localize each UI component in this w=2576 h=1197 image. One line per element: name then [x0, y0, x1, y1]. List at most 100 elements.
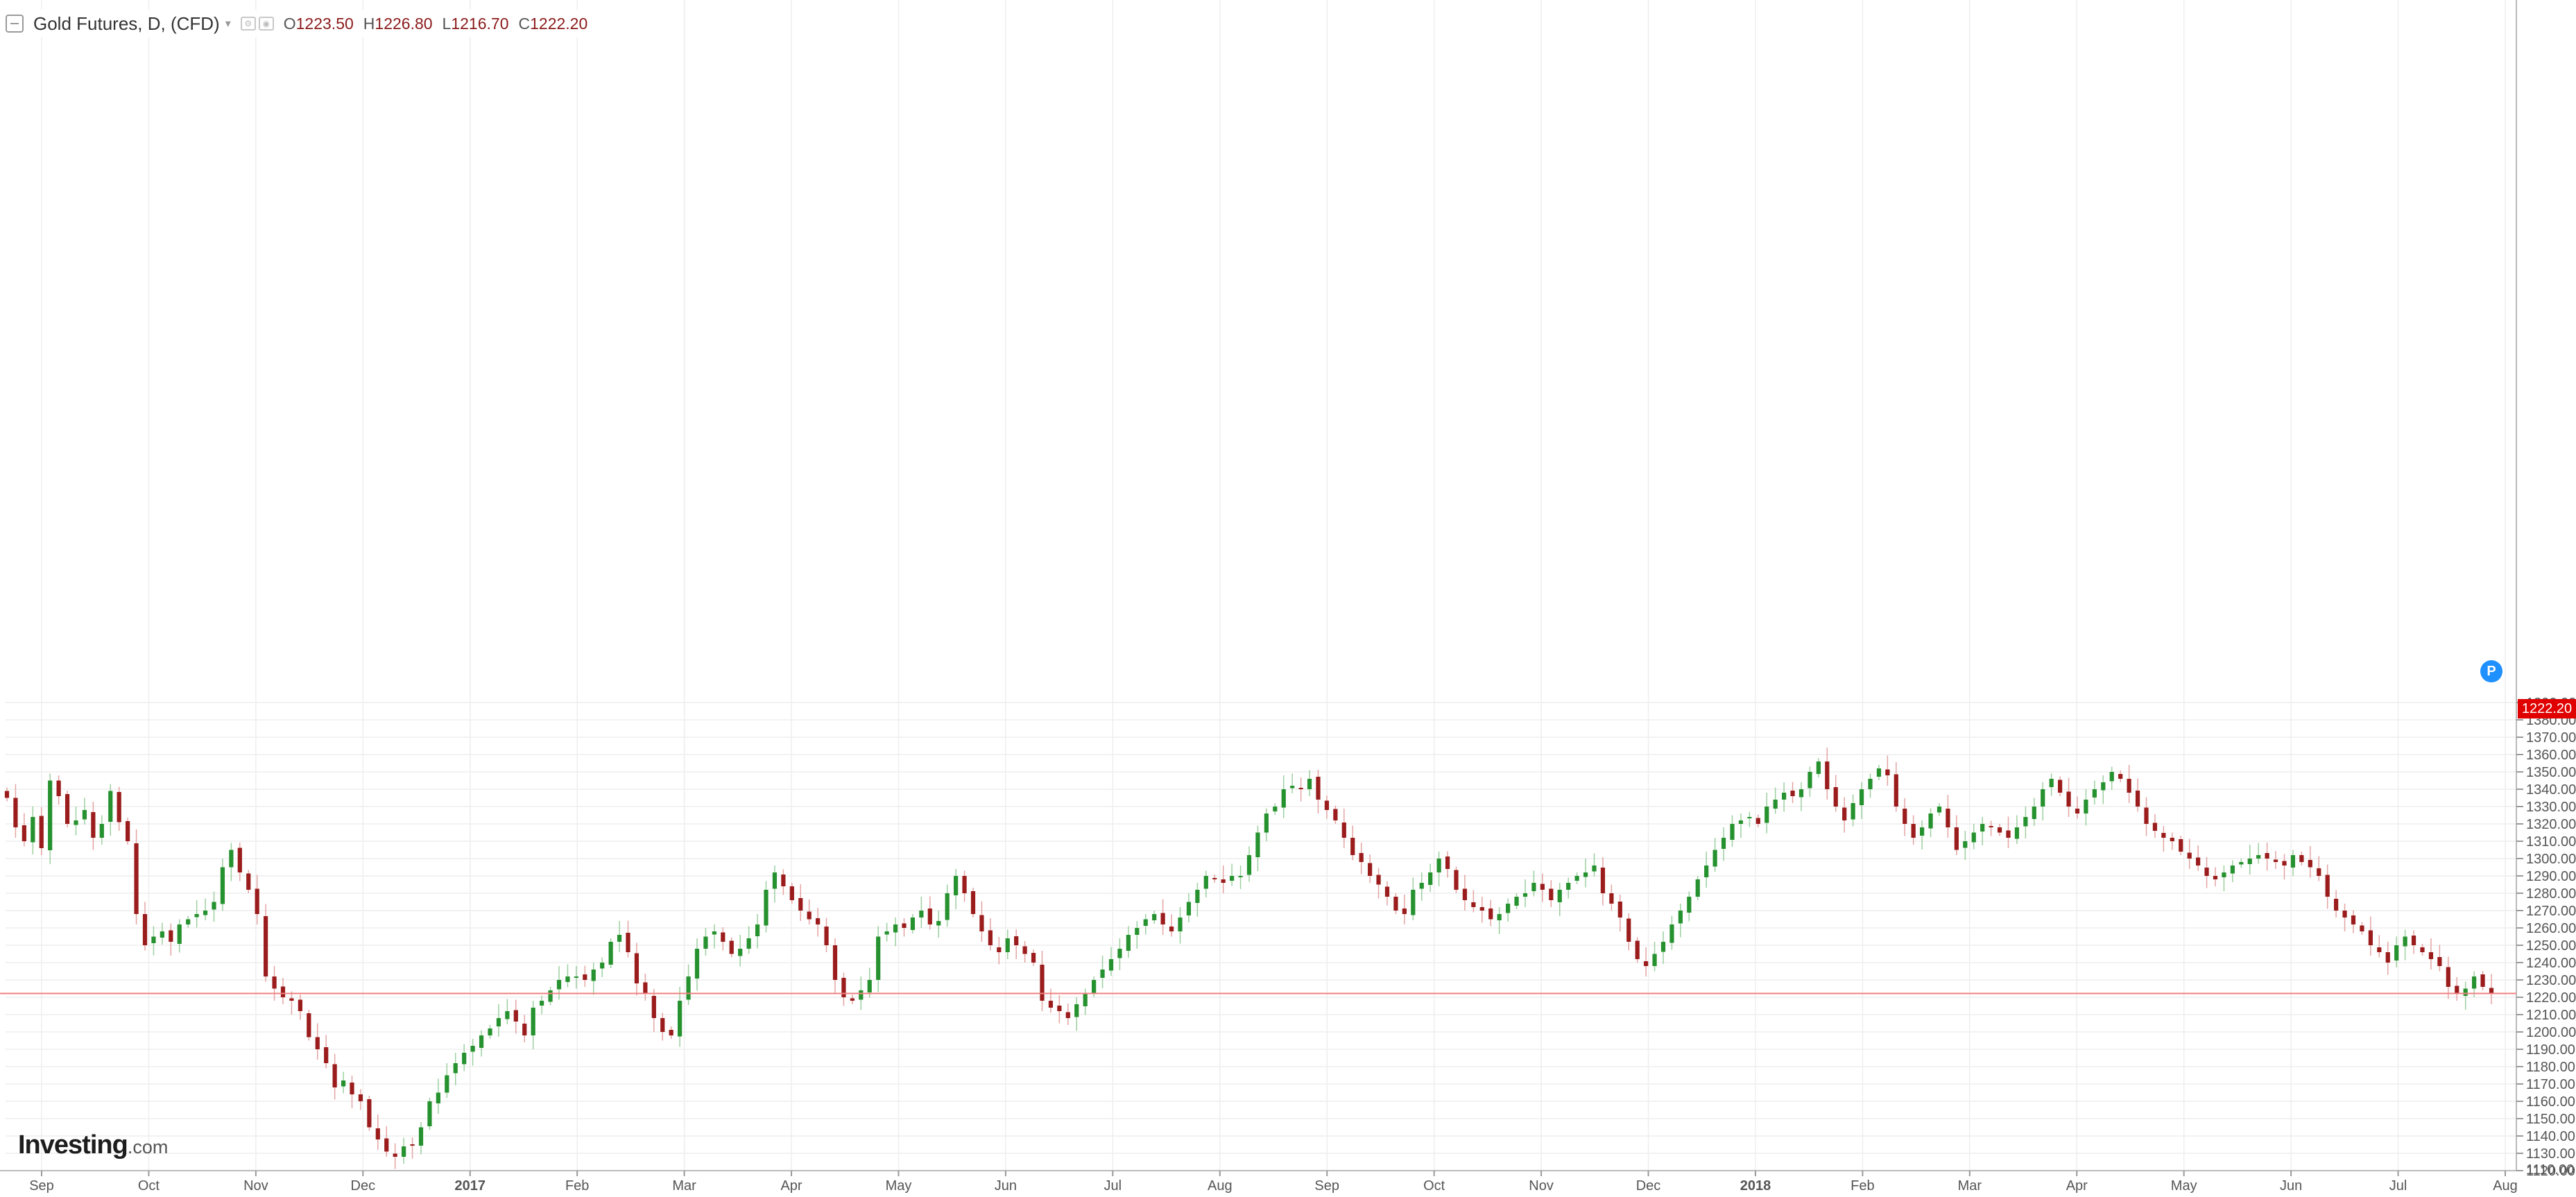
candle-body	[1876, 768, 1882, 777]
candle-body	[694, 949, 700, 979]
candle-body	[22, 825, 26, 841]
settings-icon[interactable]: ⚙	[240, 17, 256, 31]
x-tick-label: Jun	[2280, 1178, 2302, 1194]
candle-body	[1057, 1006, 1062, 1011]
candle-body	[1281, 789, 1286, 808]
candle-body	[1808, 772, 1812, 789]
candle-body	[1152, 914, 1157, 920]
x-tick-label: 2018	[1740, 1178, 1771, 1194]
candle-body	[212, 902, 216, 910]
candle-body	[1514, 897, 1519, 906]
candle-body	[126, 821, 130, 841]
candle-body	[280, 986, 286, 997]
candle-body	[850, 998, 855, 1001]
x-tick-label: Jul	[1104, 1178, 1122, 1194]
candle-body	[583, 974, 587, 980]
candle-body	[1833, 787, 1838, 807]
candle-body	[1031, 953, 1036, 963]
x-tick-label: Apr	[2066, 1178, 2088, 1194]
candle-body	[936, 921, 941, 926]
candle-body	[436, 1092, 440, 1103]
candle-body	[1436, 859, 1441, 872]
candle-body	[1368, 863, 1373, 876]
candle-body	[2446, 967, 2450, 987]
candle-body	[2377, 947, 2382, 952]
y-tick-label: 1160.00	[2526, 1094, 2575, 1110]
candle-body	[2428, 952, 2434, 959]
price-marker-icon[interactable]: P	[2480, 660, 2502, 682]
candle-body	[1531, 883, 1536, 891]
candle-body	[962, 876, 967, 893]
candle-body	[1092, 980, 1097, 994]
y-tick-label: 1330.00	[2526, 800, 2576, 815]
candle-body	[1695, 879, 1700, 897]
candle-body	[1660, 942, 1666, 952]
candle-body	[832, 945, 838, 980]
candle-body	[1894, 774, 1898, 807]
candle-body	[721, 932, 725, 942]
candle-body	[2239, 862, 2244, 865]
candle-body	[2075, 809, 2080, 813]
candle-body	[1868, 779, 1873, 789]
y-tick-label: 1250.00	[2526, 938, 2576, 954]
candle-body	[74, 820, 78, 825]
candle-body	[1126, 935, 1131, 951]
candle-body	[2152, 823, 2158, 831]
x-tick-label: Feb	[565, 1178, 589, 1194]
candle-body	[1678, 911, 1683, 924]
candle-body	[1549, 888, 1554, 900]
last-price-tag: 1222.20	[2518, 699, 2576, 718]
candle-body	[2049, 779, 2054, 787]
candle-body	[1911, 824, 1916, 838]
candle-body	[1928, 813, 1933, 829]
candle-body	[772, 872, 778, 889]
candle-body	[1747, 817, 1752, 818]
candle-body	[246, 873, 251, 890]
candle-body	[1920, 827, 1925, 836]
eye-icon[interactable]: ◉	[258, 17, 274, 31]
x-tick-label: Jun	[995, 1178, 1017, 1194]
candle-body	[798, 898, 803, 911]
candle-body	[56, 780, 61, 796]
candle-body	[556, 980, 562, 990]
candle-body	[1471, 902, 1476, 907]
candle-body	[1600, 868, 1606, 893]
candle-body	[1376, 875, 1381, 885]
candle-body	[1885, 769, 1890, 775]
y-tick-label: 1340.00	[2526, 782, 2576, 798]
candle-body	[651, 996, 656, 1018]
candle-body	[884, 931, 889, 935]
candle-body	[1462, 888, 1468, 900]
candle-body	[1454, 870, 1459, 890]
candle-body	[1798, 789, 1804, 798]
candle-body	[591, 970, 596, 981]
candle-body	[703, 936, 708, 949]
candle-body	[1721, 838, 1726, 849]
candle-body	[1609, 893, 1614, 904]
candle-body	[789, 886, 794, 900]
candle-body	[1954, 827, 1959, 850]
candle-body	[453, 1063, 458, 1074]
candle-body	[764, 890, 768, 926]
candle-body	[186, 919, 191, 924]
candle-body	[531, 1008, 535, 1035]
candle-body	[919, 911, 924, 918]
chevron-down-icon[interactable]: ▾	[225, 18, 231, 30]
y-tick-label: 1240.00	[2526, 956, 2576, 971]
candle-body	[876, 936, 881, 980]
candle-body	[1704, 866, 1709, 877]
candle-body	[1100, 970, 1105, 978]
candle-body	[1022, 946, 1027, 954]
collapse-icon[interactable]	[6, 15, 24, 33]
symbol-title[interactable]: Gold Futures, D, (CFD)	[33, 12, 220, 34]
x-tick-label: May	[886, 1178, 912, 1194]
candle-body	[617, 935, 622, 942]
candle-body	[2204, 868, 2209, 876]
x-tick-label: Nov	[243, 1178, 268, 1194]
candle-body	[1428, 872, 1433, 885]
candle-body	[2041, 789, 2045, 807]
candle-body	[1238, 876, 1243, 877]
candle-body	[2299, 855, 2304, 862]
candle-body	[496, 1018, 501, 1026]
